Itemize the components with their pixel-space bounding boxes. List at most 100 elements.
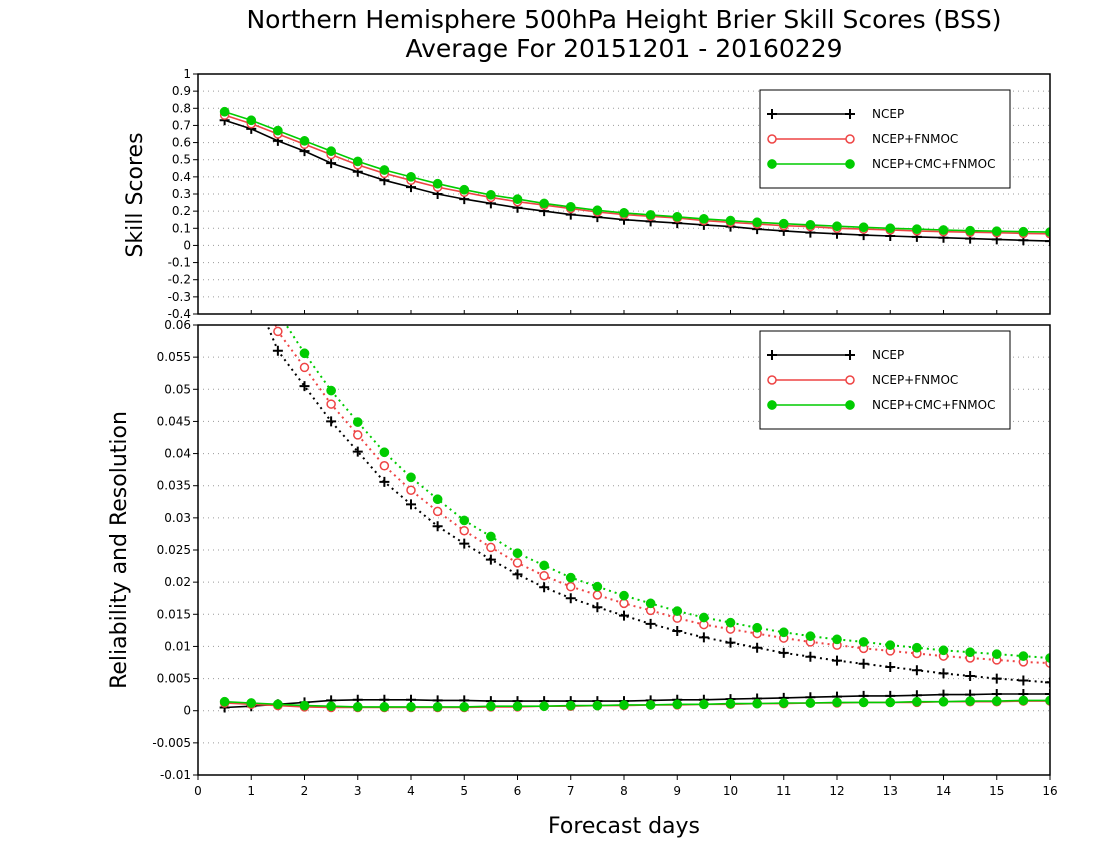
bottom-point-ncep — [778, 647, 789, 658]
bottom-legend-marker — [767, 375, 777, 385]
top-point-ncep-cmc-fnmoc — [246, 115, 257, 126]
xtick-label: 14 — [936, 784, 951, 798]
bottom-point-ncep-cmc-fnmoc — [379, 702, 390, 712]
bottom-point-ncep-fnmoc — [221, 180, 229, 188]
figure-title-line2: Average For 20151201 - 20160229 — [405, 34, 842, 63]
bottom-point-ncep-cmc-fnmoc — [725, 617, 736, 628]
bottom-legend-entry-ncep: NCEP — [767, 348, 904, 362]
bottom-point-ncep — [991, 673, 1002, 684]
bottom-point-ncep-cmc-fnmoc — [725, 698, 736, 709]
bottom-ytick-label: -0.01 — [160, 768, 191, 782]
bottom-point-ncep-cmc-fnmoc — [991, 649, 1002, 659]
bottom-point-ncep — [619, 610, 629, 621]
top-point-ncep-cmc-fnmoc — [965, 225, 975, 236]
bottom-series-ncep-cmc-fnmoc-reliability — [219, 695, 1050, 712]
top-legend-entry-ncep: NCEP — [767, 107, 904, 121]
bottom-point-ncep-cmc-fnmoc — [965, 696, 975, 706]
bottom-point-ncep-cmc-fnmoc — [619, 700, 629, 710]
xtick-label: 6 — [514, 784, 522, 798]
bottom-point-ncep-cmc-fnmoc — [1045, 653, 1050, 663]
bottom-point-ncep-cmc-fnmoc — [778, 698, 789, 708]
top-legend-entry-ncep-cmc-fnmoc: NCEP+CMC+FNMOC — [767, 157, 995, 171]
top-legend-marker — [767, 109, 777, 119]
bottom-point-ncep-fnmoc — [379, 461, 390, 471]
bottom-legend-entry-ncep-cmc-fnmoc: NCEP+CMC+FNMOC — [767, 398, 995, 412]
bottom-point-ncep-cmc-fnmoc — [459, 515, 470, 526]
top-point-ncep-cmc-fnmoc — [406, 172, 416, 182]
bottom-point-ncep-cmc-fnmoc — [699, 612, 709, 623]
xtick-label: 4 — [407, 784, 415, 798]
xtick-label: 11 — [776, 784, 791, 798]
bottom-point-ncep — [512, 569, 523, 580]
top-point-ncep-cmc-fnmoc — [432, 178, 443, 189]
bottom-point-ncep-fnmoc — [299, 362, 310, 373]
bottom-point-ncep — [725, 637, 736, 648]
bottom-point-ncep-fnmoc — [432, 506, 443, 517]
bottom-point-ncep-cmc-fnmoc — [459, 702, 470, 712]
bottom-legend-label: NCEP+CMC+FNMOC — [872, 398, 995, 412]
bottom-point-ncep-cmc-fnmoc — [432, 702, 443, 712]
bottom-point-ncep-cmc-fnmoc — [805, 698, 816, 708]
bottom-legend-label: NCEP+FNMOC — [872, 373, 958, 387]
top-legend-marker — [767, 159, 777, 169]
bottom-point-ncep — [459, 538, 470, 549]
bottom-point-ncep-cmc-fnmoc — [1018, 695, 1029, 706]
bottom-point-ncep-cmc-fnmoc — [247, 237, 256, 246]
top-ytick-label: 0.5 — [172, 153, 191, 167]
bottom-point-ncep-cmc-fnmoc — [752, 622, 762, 633]
xtick-label: 1 — [247, 784, 255, 798]
bottom-point-ncep-cmc-fnmoc — [512, 701, 523, 712]
bottom-ytick-label: 0.06 — [164, 318, 191, 332]
xtick-label: 13 — [883, 784, 898, 798]
top-point-ncep-cmc-fnmoc — [459, 184, 470, 195]
top-point-ncep-cmc-fnmoc — [752, 217, 762, 228]
bottom-point-ncep — [565, 593, 576, 604]
top-point-ncep-cmc-fnmoc — [379, 165, 390, 175]
xtick-label: 10 — [723, 784, 738, 798]
bottom-legend-marker — [845, 350, 855, 360]
bottom-point-ncep-cmc-fnmoc — [645, 700, 656, 710]
bottom-point-ncep-fnmoc — [512, 558, 523, 568]
bottom-point-ncep — [805, 651, 816, 662]
bottom-point-ncep — [406, 499, 416, 510]
bottom-point-ncep — [539, 582, 550, 593]
bottom-ytick-label: 0.035 — [157, 479, 191, 493]
top-legend: NCEP NCEP+FNMOC NCEP+CMC+FNMOC — [759, 89, 1011, 189]
top-point-ncep — [1045, 236, 1050, 247]
top-point-ncep-cmc-fnmoc — [352, 156, 363, 167]
bottom-point-ncep-fnmoc — [566, 581, 576, 592]
top-point-ncep-cmc-fnmoc — [725, 215, 736, 226]
xtick-label: 12 — [829, 784, 844, 798]
bottom-point-ncep-cmc-fnmoc — [406, 472, 416, 483]
top-point-ncep-cmc-fnmoc — [858, 222, 869, 233]
top-ytick-label: 1 — [183, 67, 191, 81]
top-point-ncep-cmc-fnmoc — [219, 106, 230, 117]
top-legend-marker — [845, 159, 855, 169]
top-ytick-label: 0.9 — [172, 84, 191, 98]
bottom-point-ncep-cmc-fnmoc — [912, 642, 922, 653]
bottom-ytick-label: 0.025 — [157, 543, 191, 557]
bottom-point-ncep-cmc-fnmoc — [965, 647, 975, 658]
bottom-point-ncep — [379, 476, 390, 487]
bottom-point-ncep-cmc-fnmoc — [858, 697, 869, 708]
bottom-y-axis-label: Reliability and Resolution — [107, 411, 132, 689]
bottom-legend-marker — [845, 375, 855, 385]
bottom-point-ncep-cmc-fnmoc — [885, 640, 896, 650]
bottom-point-ncep-cmc-fnmoc — [486, 701, 496, 712]
top-point-ncep-cmc-fnmoc — [805, 220, 816, 230]
bottom-point-ncep — [299, 381, 310, 392]
top-legend-label: NCEP+CMC+FNMOC — [872, 157, 995, 171]
bottom-legend-label: NCEP — [872, 348, 904, 362]
xtick-label: 0 — [194, 784, 202, 798]
bottom-ytick-label: 0.005 — [157, 672, 191, 686]
top-ytick-label: 0.8 — [172, 101, 191, 115]
bottom-point-ncep-cmc-fnmoc — [326, 701, 336, 712]
bottom-point-ncep-cmc-fnmoc — [1018, 651, 1029, 661]
bottom-point-ncep-cmc-fnmoc — [699, 699, 709, 710]
top-point-ncep-cmc-fnmoc — [832, 221, 842, 232]
bottom-point-ncep-cmc-fnmoc — [592, 581, 603, 592]
top-plot-frame — [197, 73, 1051, 315]
bottom-legend-marker — [845, 400, 855, 410]
xtick-label: 8 — [620, 784, 628, 798]
top-legend-marker — [845, 109, 855, 119]
